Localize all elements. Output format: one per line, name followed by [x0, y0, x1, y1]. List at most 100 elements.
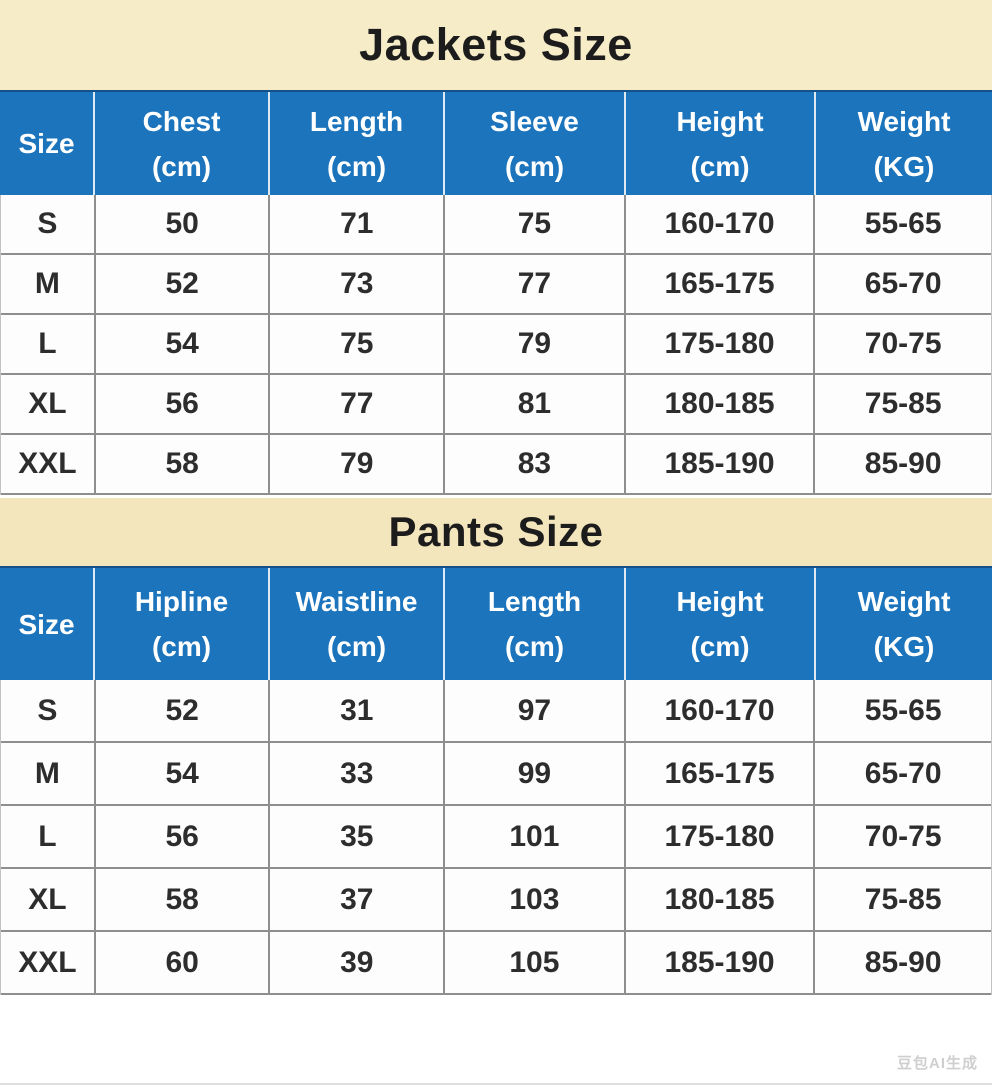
header-line1: Sleeve [490, 105, 579, 137]
sleeve-cell: 79 [443, 315, 624, 373]
pants-title-band: Pants Size [0, 498, 992, 566]
size-cell: XL [28, 387, 67, 420]
size-cell: S [37, 207, 58, 240]
size-cell: XXL [18, 945, 77, 979]
pants-header-size: Size [0, 568, 93, 680]
header-line2: (cm) [151, 631, 212, 662]
hipline-cell: 60 [93, 932, 269, 993]
chest-cell: 56 [93, 375, 269, 433]
size-cell: S [37, 693, 58, 727]
pants-header-length: Length (cm) [443, 568, 624, 680]
weight-cell: 70-75 [813, 806, 991, 867]
jackets-table: Size Chest (cm) Length (cm) Sleeve (cm) Hei… [0, 90, 992, 495]
pants-header-waistline: Waistline (cm) [268, 568, 443, 680]
size-cell: L [38, 327, 57, 360]
table-row: S 52 31 97 160-170 55-65 [1, 680, 991, 743]
height-cell: 175-180 [623, 806, 814, 867]
table-row: XL 58 37 103 180-185 75-85 [1, 869, 991, 932]
table-row: L 54 75 79 175-180 70-75 [1, 315, 991, 375]
jackets-header-sleeve: Sleeve (cm) [443, 92, 624, 195]
weight-cell: 70-75 [813, 315, 991, 373]
height-cell: 185-190 [623, 435, 814, 493]
jackets-title: Jackets Size [359, 19, 633, 70]
size-cell: XL [28, 882, 67, 916]
waistline-cell: 31 [268, 680, 443, 741]
pants-table: Size Hipline (cm) Waistline (cm) Length (cm… [0, 566, 992, 995]
weight-cell: 65-70 [813, 255, 991, 313]
header-line1: Height [676, 586, 764, 617]
weight-cell: 85-90 [813, 932, 991, 993]
header-line2: (cm) [690, 631, 750, 662]
length-cell: 75 [268, 315, 443, 373]
chest-cell: 54 [93, 315, 269, 373]
height-cell: 165-175 [623, 743, 814, 804]
size-cell: XXL [18, 447, 77, 480]
header-line1: Length [309, 105, 404, 137]
chest-cell: 58 [93, 435, 269, 493]
chest-cell: 50 [93, 195, 269, 253]
header-line1: Hipline [134, 586, 229, 617]
length-cell: 101 [443, 806, 624, 867]
height-cell: 160-170 [623, 195, 814, 253]
weight-cell: 85-90 [813, 435, 991, 493]
sleeve-cell: 81 [443, 375, 624, 433]
sleeve-cell: 77 [443, 255, 624, 313]
jackets-header-row: Size Chest (cm) Length (cm) Sleeve (cm) Hei… [0, 90, 992, 195]
hipline-cell: 58 [93, 869, 269, 930]
waistline-cell: 33 [268, 743, 443, 804]
waistline-cell: 35 [268, 806, 443, 867]
size-cell: L [38, 819, 57, 853]
pants-header-hipline: Hipline (cm) [93, 568, 268, 680]
table-row: M 52 73 77 165-175 65-70 [1, 255, 991, 315]
header-line2: (cm) [690, 150, 750, 182]
header-line1: Height [676, 105, 764, 137]
jackets-header-length: Length (cm) [268, 92, 443, 195]
length-cell: 71 [268, 195, 443, 253]
size-cell: M [34, 267, 60, 300]
header-line1: Waistline [295, 586, 418, 617]
header-line2: (cm) [326, 150, 387, 182]
hipline-cell: 52 [93, 680, 269, 741]
table-row: S 50 71 75 160-170 55-65 [1, 195, 991, 255]
header-line1: Size [18, 608, 75, 640]
length-cell: 97 [443, 680, 624, 741]
chest-cell: 52 [93, 255, 269, 313]
waistline-cell: 39 [268, 932, 443, 993]
height-cell: 185-190 [623, 932, 814, 993]
hipline-cell: 56 [93, 806, 269, 867]
table-row: M 54 33 99 165-175 65-70 [1, 743, 991, 806]
jackets-table-body: S 50 71 75 160-170 55-65 M 52 73 77 165-… [0, 195, 992, 495]
table-row: L 56 35 101 175-180 70-75 [1, 806, 991, 869]
header-line2: (KG) [873, 631, 935, 662]
size-cell: M [34, 756, 60, 790]
jackets-header-weight: Weight (KG) [814, 92, 992, 195]
height-cell: 175-180 [623, 315, 814, 373]
header-line2: (cm) [151, 150, 212, 182]
jackets-header-chest: Chest (cm) [93, 92, 268, 195]
pants-header-row: Size Hipline (cm) Waistline (cm) Length (cm… [0, 566, 992, 680]
length-cell: 103 [443, 869, 624, 930]
pants-header-height: Height (cm) [624, 568, 814, 680]
weight-cell: 75-85 [813, 869, 991, 930]
header-line2: (cm) [504, 150, 565, 182]
sleeve-cell: 83 [443, 435, 624, 493]
length-cell: 73 [268, 255, 443, 313]
bottom-divider [0, 1083, 992, 1085]
pants-title: Pants Size [388, 508, 604, 555]
height-cell: 180-185 [623, 869, 814, 930]
pants-header-weight: Weight (KG) [814, 568, 992, 680]
jackets-title-band: Jackets Size [0, 0, 992, 90]
ai-watermark: 豆包AI生成 [896, 1055, 978, 1072]
header-line2: (KG) [873, 150, 935, 182]
header-line1: Length [487, 586, 582, 617]
length-cell: 77 [268, 375, 443, 433]
weight-cell: 55-65 [813, 195, 991, 253]
header-line1: Weight [857, 586, 951, 617]
length-cell: 105 [443, 932, 624, 993]
header-line2: (cm) [326, 631, 387, 662]
table-row: XXL 58 79 83 185-190 85-90 [1, 435, 991, 495]
header-line1: Weight [857, 105, 951, 137]
length-cell: 79 [268, 435, 443, 493]
table-row: XL 56 77 81 180-185 75-85 [1, 375, 991, 435]
